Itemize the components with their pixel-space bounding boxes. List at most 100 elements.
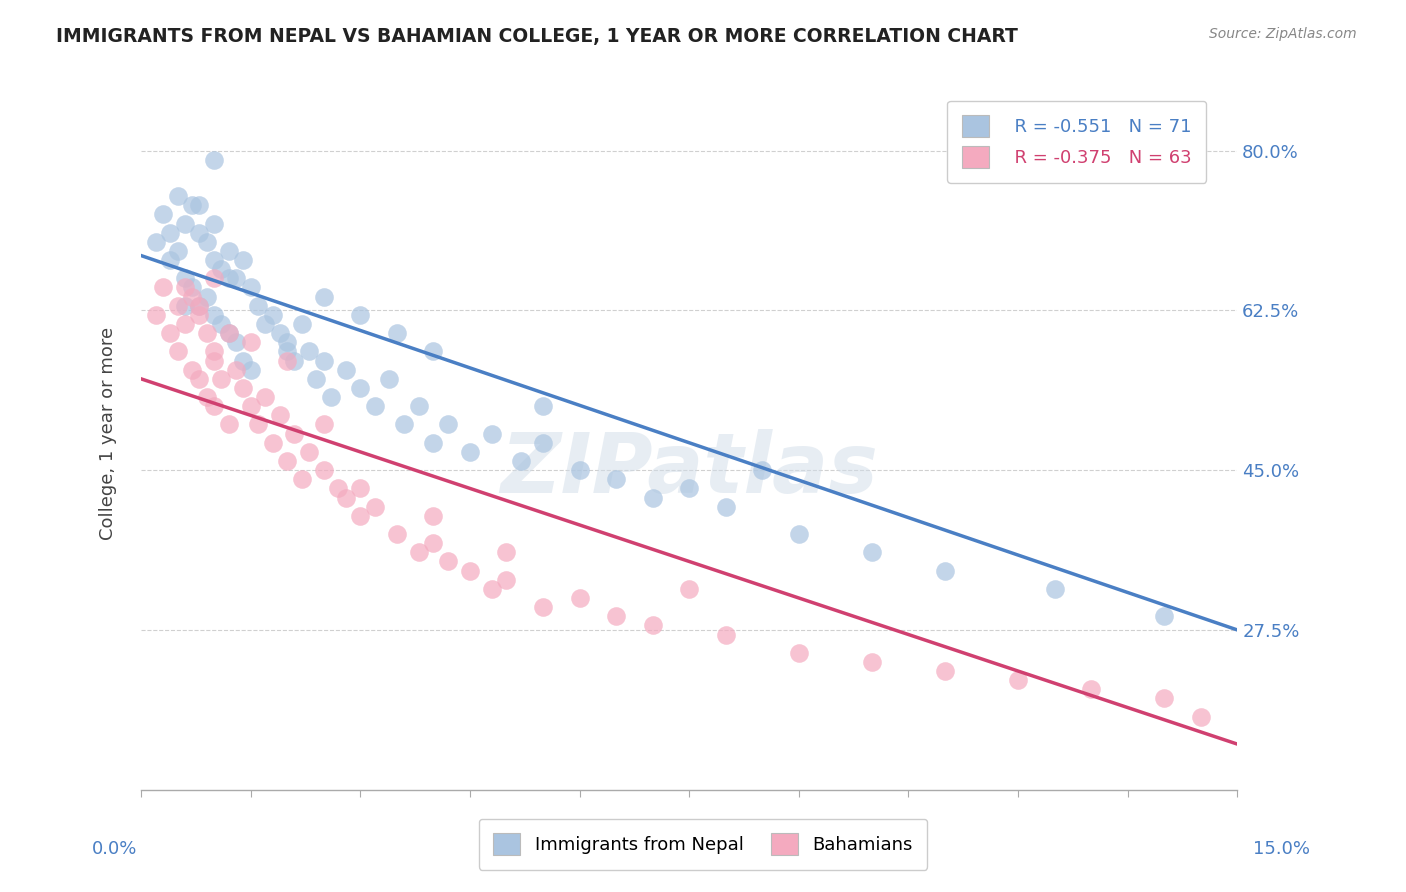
Point <box>437 554 460 568</box>
Point <box>678 582 700 596</box>
Point <box>188 226 211 240</box>
Point <box>291 472 314 486</box>
Point <box>312 417 335 432</box>
Point <box>751 463 773 477</box>
Point <box>246 299 269 313</box>
Point <box>335 362 357 376</box>
Point <box>641 491 664 505</box>
Point <box>202 253 225 268</box>
Point <box>787 527 810 541</box>
Point <box>159 326 181 340</box>
Point <box>159 226 181 240</box>
Point <box>254 390 277 404</box>
Point <box>349 381 371 395</box>
Point <box>145 235 167 249</box>
Y-axis label: College, 1 year or more: College, 1 year or more <box>100 327 117 541</box>
Text: IMMIGRANTS FROM NEPAL VS BAHAMIAN COLLEGE, 1 YEAR OR MORE CORRELATION CHART: IMMIGRANTS FROM NEPAL VS BAHAMIAN COLLEG… <box>56 27 1018 45</box>
Point <box>568 591 591 605</box>
Point <box>349 508 371 523</box>
Point <box>408 545 430 559</box>
Point <box>159 253 181 268</box>
Point <box>232 253 254 268</box>
Point <box>568 463 591 477</box>
Legend:   R = -0.551   N = 71,   R = -0.375   N = 63: R = -0.551 N = 71, R = -0.375 N = 63 <box>948 101 1206 183</box>
Point <box>934 564 956 578</box>
Point <box>481 582 503 596</box>
Point <box>495 545 517 559</box>
Text: ZIPatlas: ZIPatlas <box>501 429 879 509</box>
Point <box>531 600 554 615</box>
Point <box>195 290 218 304</box>
Point <box>218 271 240 285</box>
Point <box>458 564 481 578</box>
Point <box>166 244 188 258</box>
Point <box>262 435 284 450</box>
Point <box>202 271 225 285</box>
Point <box>173 271 195 285</box>
Text: Source: ZipAtlas.com: Source: ZipAtlas.com <box>1209 27 1357 41</box>
Point <box>641 618 664 632</box>
Point <box>1080 682 1102 697</box>
Point <box>145 308 167 322</box>
Point <box>209 372 232 386</box>
Point <box>269 409 291 423</box>
Point <box>173 317 195 331</box>
Point <box>181 198 204 212</box>
Point <box>276 353 298 368</box>
Point <box>1043 582 1066 596</box>
Point <box>349 482 371 496</box>
Point <box>392 417 415 432</box>
Point <box>385 527 408 541</box>
Point <box>860 545 883 559</box>
Point <box>312 290 335 304</box>
Point <box>510 454 533 468</box>
Point <box>225 362 247 376</box>
Point <box>422 435 444 450</box>
Point <box>254 317 277 331</box>
Point <box>364 500 387 514</box>
Point <box>312 463 335 477</box>
Point <box>1153 691 1175 706</box>
Point <box>188 372 211 386</box>
Point <box>328 482 350 496</box>
Point <box>605 472 627 486</box>
Point <box>152 280 174 294</box>
Point <box>188 299 211 313</box>
Point <box>385 326 408 340</box>
Point <box>188 308 211 322</box>
Point <box>305 372 328 386</box>
Point <box>458 445 481 459</box>
Point <box>276 454 298 468</box>
Point <box>364 399 387 413</box>
Point <box>481 426 503 441</box>
Point <box>422 508 444 523</box>
Point <box>232 353 254 368</box>
Point <box>188 198 211 212</box>
Point <box>531 435 554 450</box>
Point <box>202 153 225 167</box>
Point <box>173 217 195 231</box>
Point <box>678 482 700 496</box>
Point <box>276 335 298 350</box>
Point <box>173 299 195 313</box>
Point <box>202 217 225 231</box>
Point <box>181 280 204 294</box>
Text: 15.0%: 15.0% <box>1253 840 1310 858</box>
Point <box>422 344 444 359</box>
Point <box>166 189 188 203</box>
Point <box>319 390 342 404</box>
Point <box>349 308 371 322</box>
Point <box>283 426 305 441</box>
Point <box>291 317 314 331</box>
Point <box>437 417 460 432</box>
Point <box>239 280 262 294</box>
Point <box>209 317 232 331</box>
Point <box>218 244 240 258</box>
Point <box>1189 709 1212 723</box>
Point <box>202 344 225 359</box>
Point <box>209 262 232 277</box>
Point <box>218 326 240 340</box>
Point <box>232 381 254 395</box>
Point <box>166 344 188 359</box>
Point <box>934 664 956 678</box>
